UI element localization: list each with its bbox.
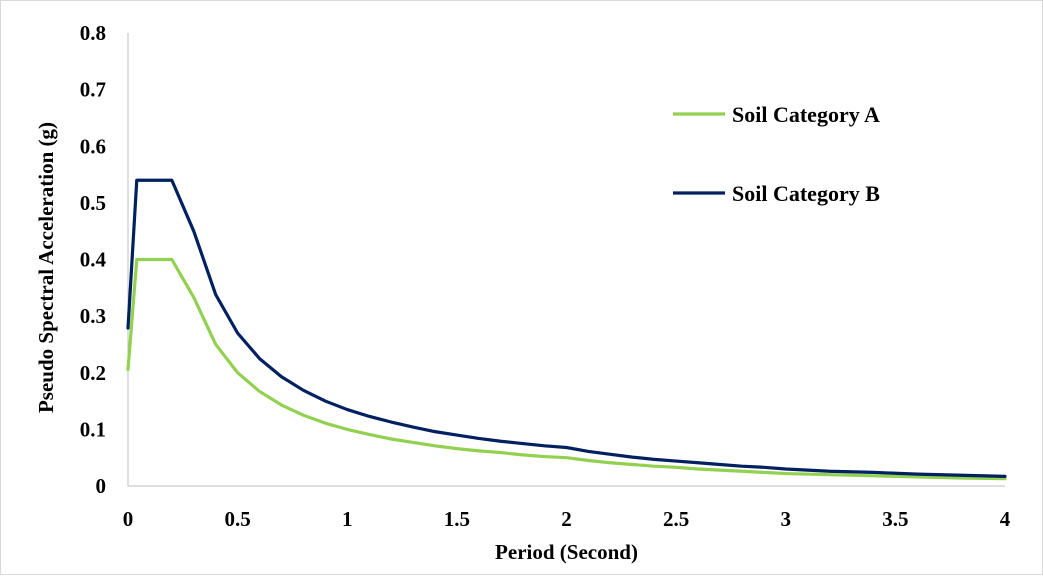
x-tick-label: 3 (781, 507, 792, 531)
y-tick-label: 0.8 (80, 21, 106, 45)
x-tick-label: 0.5 (225, 507, 251, 531)
x-tick-label: 1.5 (444, 507, 470, 531)
legend-label: Soil Category B (732, 181, 880, 206)
x-tick-labels: 0 0.5 1 1.5 2 2.5 3 3.5 4 (123, 507, 1011, 531)
series-line-soil-category-b (126, 178, 1007, 478)
series-line-soil-category-a (126, 257, 1007, 481)
x-tick-label: 4 (1000, 507, 1011, 531)
y-tick-label: 0.7 (80, 78, 106, 102)
y-axis-title: Pseudo Spectral Acceleration (g) (34, 122, 58, 413)
y-tick-labels: 0 0.1 0.2 0.3 0.4 0.5 0.6 0.7 0.8 (80, 21, 107, 498)
x-tick-label: 1 (342, 507, 353, 531)
x-tick-label: 2 (561, 507, 572, 531)
y-tick-label: 0 (96, 474, 107, 498)
axes (127, 33, 1005, 487)
legend-label: Soil Category A (732, 102, 880, 127)
series-lines (126, 178, 1007, 481)
x-tick-label: 2.5 (663, 507, 689, 531)
x-axis-title: Period (Second) (495, 540, 638, 564)
y-tick-label: 0.1 (80, 417, 106, 441)
x-tick-label: 0 (123, 507, 134, 531)
y-tick-label: 0.4 (80, 248, 107, 272)
x-tick-label: 3.5 (882, 507, 908, 531)
y-tick-label: 0.2 (80, 361, 106, 385)
y-tick-label: 0.6 (80, 134, 106, 158)
y-tick-label: 0.3 (80, 304, 106, 328)
y-tick-label: 0.5 (80, 191, 106, 215)
legend: Soil Category A Soil Category B (673, 102, 880, 206)
